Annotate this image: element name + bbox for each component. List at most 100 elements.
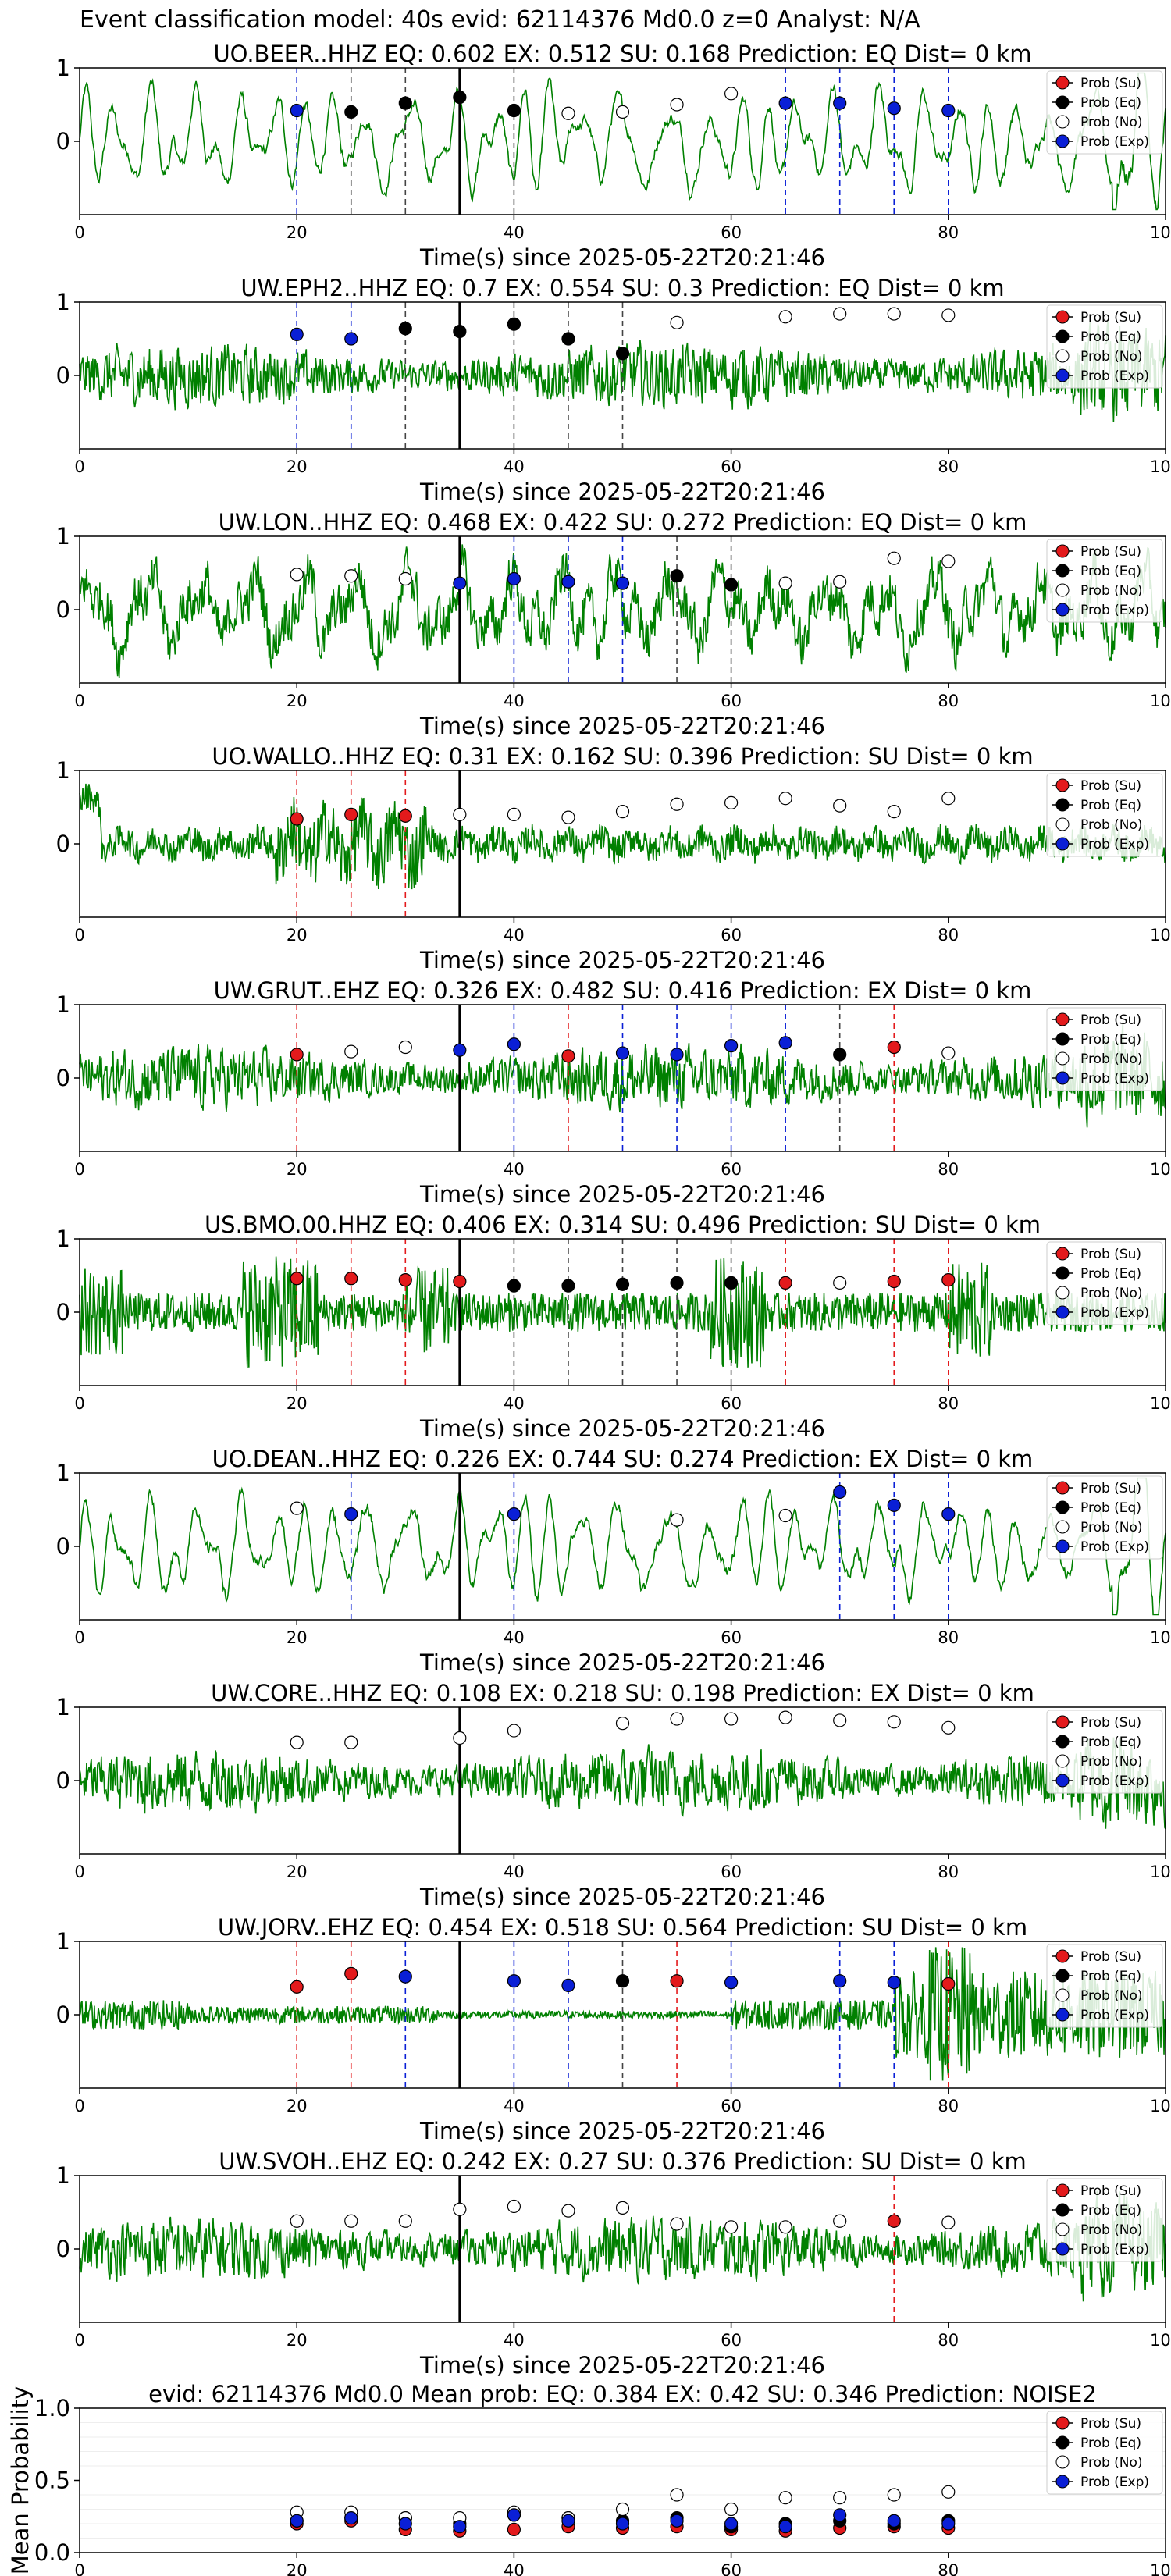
legend-marker <box>1055 1051 1070 1066</box>
probability-marker-eq <box>398 322 412 336</box>
probability-marker-exp <box>941 103 956 118</box>
xtick-label: 20 <box>287 2331 308 2350</box>
y-axis-label: Mean Probability <box>7 2386 34 2575</box>
legend-marker <box>1055 798 1070 812</box>
probability-marker-su <box>453 1274 467 1289</box>
waveform-panel: UW.LON..HHZ EQ: 0.468 EX: 0.422 SU: 0.27… <box>56 509 1171 739</box>
probability-marker-no <box>561 2204 575 2218</box>
xtick-label: 40 <box>504 223 525 242</box>
xtick-label: 100 <box>1150 1628 1171 1647</box>
legend-marker <box>1055 1500 1070 1514</box>
legend-marker <box>1055 115 1070 129</box>
ytick-label: 1 <box>56 523 70 550</box>
probability-marker-exp <box>561 575 575 589</box>
ytick-label: 0 <box>56 362 70 389</box>
probability-marker-no <box>453 807 467 822</box>
legend-marker <box>1055 1715 1070 1729</box>
legend-box <box>1046 539 1163 623</box>
xtick-label: 0 <box>74 1394 84 1413</box>
waveform-panel: UO.DEAN..HHZ EQ: 0.226 EX: 0.744 SU: 0.2… <box>56 1446 1171 1676</box>
probability-marker-exp <box>344 332 358 346</box>
probability-marker-exp <box>507 1974 521 1988</box>
mean-marker-no <box>615 2502 630 2517</box>
waveform-trace <box>79 1256 1166 1368</box>
legend-label: Prob (Eq) <box>1080 95 1141 111</box>
waveform-panel: UO.WALLO..HHZ EQ: 0.31 EX: 0.162 SU: 0.3… <box>56 743 1171 973</box>
probability-marker-exp <box>833 1485 847 1500</box>
probability-marker-eq <box>453 325 467 339</box>
probability-marker-exp <box>344 1507 358 1521</box>
probability-marker-no <box>724 1712 739 1726</box>
legend-box <box>1046 1241 1163 1325</box>
ytick-label: 1 <box>56 289 70 315</box>
legend-label: Prob (Exp) <box>1080 2008 1149 2023</box>
probability-marker-eq <box>453 90 467 105</box>
mean-marker-exp <box>561 2514 575 2528</box>
waveform-trace <box>79 783 1166 890</box>
x-axis-label: Time(s) since 2025-05-22T20:21:46 <box>419 2352 825 2379</box>
ytick-label: 0 <box>56 1533 70 1560</box>
legend-label: Prob (Eq) <box>1080 1032 1141 1048</box>
probability-marker-no <box>615 805 630 819</box>
axes-frame <box>79 1472 1166 1621</box>
axes-frame <box>79 67 1166 215</box>
probability-marker-no <box>344 569 358 583</box>
legend-label: Prob (Su) <box>1080 1715 1141 1731</box>
mean-marker-exp <box>887 2514 901 2528</box>
panel-title: UW.EPH2..HHZ EQ: 0.7 EX: 0.554 SU: 0.3 P… <box>240 275 1004 301</box>
waveform-trace <box>79 72 1166 211</box>
probability-marker-eq <box>615 1277 630 1291</box>
ytick-label: 1 <box>56 991 70 1018</box>
legend-label: Prob (Exp) <box>1080 1539 1149 1555</box>
legend-label: Prob (Su) <box>1080 310 1141 326</box>
mean-marker-no <box>778 2491 792 2505</box>
probability-marker-su <box>887 1040 901 1055</box>
probability-marker-exp <box>887 101 901 116</box>
panel-title: UO.DEAN..HHZ EQ: 0.226 EX: 0.744 SU: 0.2… <box>212 1446 1034 1472</box>
xtick-label: 60 <box>721 1863 742 1881</box>
probability-marker-exp <box>833 96 847 110</box>
probability-marker-no <box>507 1724 521 1738</box>
mean-marker-exp <box>344 2511 358 2525</box>
legend-label: Prob (Su) <box>1080 2416 1141 2432</box>
mean-marker-exp <box>453 2520 467 2534</box>
legend-label: Prob (No) <box>1080 115 1143 130</box>
xtick-label: 20 <box>287 223 308 242</box>
mean-marker-exp <box>615 2517 630 2531</box>
probability-marker-su <box>290 1048 304 1062</box>
waveform-trace <box>79 319 1166 422</box>
probability-marker-no <box>344 1735 358 1749</box>
xtick-label: 20 <box>287 2561 308 2576</box>
legend-marker <box>1055 1969 1070 1983</box>
waveform-panel: UW.CORE..HHZ EQ: 0.108 EX: 0.218 SU: 0.1… <box>56 1680 1171 1910</box>
ytick-label: 1 <box>56 1460 70 1486</box>
xtick-label: 0 <box>74 2097 84 2115</box>
legend-label: Prob (Su) <box>1080 544 1141 560</box>
probability-marker-no <box>887 805 901 819</box>
ytick-label: 0 <box>56 1065 70 1091</box>
legend-marker <box>1055 1735 1070 1749</box>
probability-marker-no <box>833 1713 847 1727</box>
xtick-label: 0 <box>74 1863 84 1881</box>
legend-label: Prob (Exp) <box>1080 2475 1149 2490</box>
probability-marker-eq <box>615 1974 630 1988</box>
x-axis-label: Time(s) since 2025-05-22T20:21:46 <box>419 2118 825 2144</box>
legend-marker <box>1055 1774 1070 1788</box>
legend-label: Prob (No) <box>1080 583 1143 599</box>
xtick-label: 0 <box>74 457 84 476</box>
legend-label: Prob (Exp) <box>1080 368 1149 384</box>
probability-marker-eq <box>507 1279 521 1293</box>
x-axis-label: Time(s) since 2025-05-22T20:21:46 <box>419 244 825 271</box>
x-axis-label: Time(s) since 2025-05-22T20:21:46 <box>419 1415 825 1442</box>
probability-marker-su <box>290 1980 304 1994</box>
legend-marker <box>1055 1266 1070 1280</box>
xtick-label: 20 <box>287 1628 308 1647</box>
probability-marker-no <box>941 308 956 322</box>
probability-marker-exp <box>833 1974 847 1988</box>
legend-marker <box>1055 95 1070 109</box>
mean-marker-su <box>507 2522 521 2536</box>
probability-marker-exp <box>453 576 467 590</box>
xtick-label: 40 <box>504 926 525 945</box>
legend-label: Prob (Exp) <box>1080 134 1149 150</box>
